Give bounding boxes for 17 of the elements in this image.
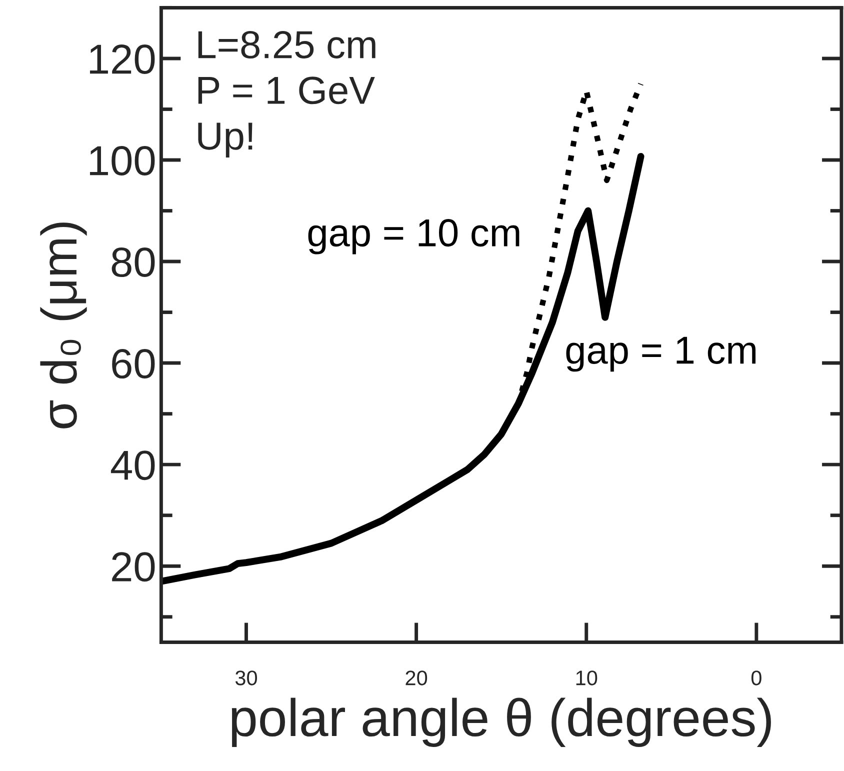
y-tick-label: 60 <box>112 349 155 379</box>
x-tick-label: 0 <box>751 670 762 686</box>
series-label: gap = 1 cm <box>566 336 756 372</box>
x-tick-label: 20 <box>406 670 428 686</box>
y-tick-label: 40 <box>110 450 155 480</box>
annotation: Up! <box>198 122 252 158</box>
y-tick-label: 80 <box>112 248 155 278</box>
y-tick-label: 120 <box>90 44 155 74</box>
y-axis-title: σ d₀ (μm) <box>40 222 87 428</box>
x-tick-label: 30 <box>235 670 258 686</box>
annotation: P = 1 GeV <box>198 76 375 104</box>
y-tick-label: 100 <box>90 146 155 176</box>
annotation: L=8.25 cm <box>198 30 376 58</box>
series-label: gap = 10 cm <box>308 219 520 254</box>
x-tick-label: 10 <box>576 670 598 686</box>
y-tick-label: 20 <box>112 552 155 582</box>
x-axis-title: polar angle θ (degrees) <box>232 698 771 747</box>
